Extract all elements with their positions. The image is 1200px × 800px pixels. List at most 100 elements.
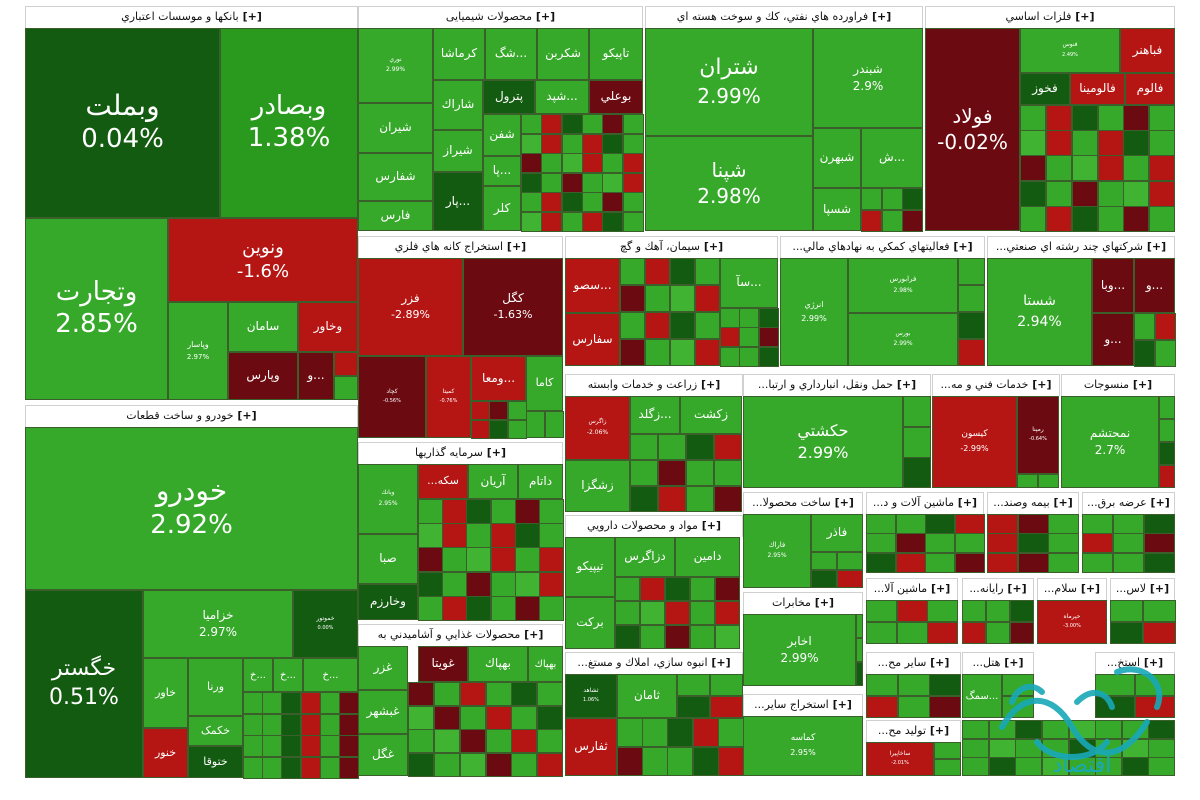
stock-tile[interactable]: پار...: [433, 172, 483, 231]
stock-tile-unlabeled[interactable]: [658, 434, 686, 460]
stock-tile-unlabeled[interactable]: [541, 173, 562, 193]
stock-tile-unlabeled[interactable]: [418, 499, 443, 524]
stock-tile-unlabeled[interactable]: [670, 258, 695, 285]
stock-tile[interactable]: خ...: [273, 658, 303, 692]
stock-tile-unlabeled[interactable]: [334, 376, 358, 400]
stock-tile[interactable]: ثشاهد 1.06%: [565, 674, 617, 718]
stock-tile-unlabeled[interactable]: [690, 577, 715, 601]
stock-tile-unlabeled[interactable]: [739, 308, 759, 328]
stock-tile[interactable]: آريان: [468, 464, 518, 499]
expand-plus-label[interactable]: [+]: [482, 446, 506, 459]
sector-header[interactable]: ...ساخت محصولا [+]: [743, 492, 863, 514]
stock-tile-unlabeled[interactable]: [1144, 533, 1175, 553]
stock-tile[interactable]: و...: [1092, 313, 1134, 366]
stock-tile-unlabeled[interactable]: [929, 674, 961, 696]
expand-plus-label[interactable]: [+]: [1143, 240, 1167, 253]
stock-tile-unlabeled[interactable]: [281, 692, 301, 714]
stock-tile-unlabeled[interactable]: [640, 625, 665, 649]
stock-tile-unlabeled[interactable]: [986, 600, 1010, 622]
stock-tile-unlabeled[interactable]: [987, 553, 1018, 573]
expand-plus-label[interactable]: [+]: [810, 596, 834, 609]
stock-tile-unlabeled[interactable]: [1042, 739, 1069, 758]
stock-tile-unlabeled[interactable]: [562, 212, 583, 232]
stock-tile-unlabeled[interactable]: [442, 596, 467, 621]
stock-tile-unlabeled[interactable]: [1048, 533, 1079, 553]
stock-tile-unlabeled[interactable]: [620, 285, 645, 312]
stock-tile-unlabeled[interactable]: [262, 757, 282, 779]
stock-tile-unlabeled[interactable]: [521, 114, 542, 134]
stock-tile[interactable]: ثامان: [617, 674, 677, 718]
stock-tile-unlabeled[interactable]: [262, 714, 282, 736]
stock-tile-unlabeled[interactable]: [301, 692, 321, 714]
stock-tile-unlabeled[interactable]: [934, 759, 961, 776]
stock-tile-unlabeled[interactable]: [1123, 105, 1149, 131]
sector-header[interactable]: منسوجات [+]: [1061, 374, 1175, 396]
stock-tile-unlabeled[interactable]: [962, 622, 986, 644]
expand-plus-label[interactable]: [+]: [1129, 378, 1153, 391]
stock-tile-unlabeled[interactable]: [623, 114, 644, 134]
stock-tile-unlabeled[interactable]: [630, 460, 658, 486]
expand-plus-label[interactable]: [+]: [1076, 582, 1101, 595]
stock-tile-unlabeled[interactable]: [927, 600, 958, 622]
stock-tile-unlabeled[interactable]: [602, 114, 623, 134]
stock-tile-unlabeled[interactable]: [670, 339, 695, 366]
stock-tile-unlabeled[interactable]: [882, 210, 903, 232]
stock-tile-unlabeled[interactable]: [582, 192, 603, 212]
stock-tile-unlabeled[interactable]: [718, 747, 744, 776]
sector-header[interactable]: استخراج كانه هاي فلزي [+]: [358, 236, 563, 258]
stock-tile-unlabeled[interactable]: [962, 739, 989, 758]
stock-tile[interactable]: شتران 2.99%: [645, 28, 813, 136]
stock-tile-unlabeled[interactable]: [511, 682, 537, 706]
stock-tile-unlabeled[interactable]: [471, 401, 490, 420]
stock-tile-unlabeled[interactable]: [695, 258, 720, 285]
stock-tile[interactable]: شفن: [483, 114, 521, 156]
stock-tile[interactable]: ومعا...: [471, 356, 526, 401]
sector-header[interactable]: بانکها و موسسات اعتباري [+]: [25, 6, 358, 28]
expand-plus-label[interactable]: [+]: [697, 378, 721, 391]
stock-tile-unlabeled[interactable]: [442, 547, 467, 572]
expand-plus-label[interactable]: [+]: [1028, 378, 1052, 391]
stock-tile-unlabeled[interactable]: [1098, 130, 1124, 156]
stock-tile-unlabeled[interactable]: [1046, 206, 1072, 232]
stock-tile-unlabeled[interactable]: [434, 753, 460, 777]
expand-plus-label[interactable]: [+]: [1146, 496, 1170, 509]
stock-tile[interactable]: فرابورس 2.98%: [848, 258, 958, 313]
stock-tile-unlabeled[interactable]: [677, 674, 710, 696]
sector-header[interactable]: ...هتل [+]: [962, 652, 1034, 674]
sector-header[interactable]: ...ساير مح [+]: [866, 652, 961, 674]
stock-tile-unlabeled[interactable]: [896, 533, 926, 553]
stock-tile-unlabeled[interactable]: [837, 552, 863, 570]
stock-tile-unlabeled[interactable]: [418, 523, 443, 548]
stock-tile-unlabeled[interactable]: [955, 533, 985, 553]
stock-tile-unlabeled[interactable]: [1148, 757, 1175, 776]
stock-tile-unlabeled[interactable]: [667, 718, 693, 747]
stock-tile-unlabeled[interactable]: [1072, 130, 1098, 156]
expand-plus-label[interactable]: [+]: [953, 496, 978, 509]
stock-tile-unlabeled[interactable]: [541, 153, 562, 173]
stock-tile-unlabeled[interactable]: [281, 735, 301, 757]
stock-tile-unlabeled[interactable]: [466, 596, 491, 621]
stock-tile-unlabeled[interactable]: [491, 499, 516, 524]
stock-tile-unlabeled[interactable]: [1123, 155, 1149, 181]
stock-tile-unlabeled[interactable]: [1143, 600, 1176, 622]
stock-tile[interactable]: ...سكه: [418, 464, 468, 499]
sector-header[interactable]: محصولات غذايي و آشاميدني به [+]: [358, 624, 563, 646]
stock-tile-unlabeled[interactable]: [339, 735, 359, 757]
sector-header[interactable]: ...رايانه [+]: [962, 578, 1034, 600]
stock-tile-unlabeled[interactable]: [642, 718, 668, 747]
stock-tile-unlabeled[interactable]: [695, 339, 720, 366]
stock-tile-unlabeled[interactable]: [866, 600, 897, 622]
stock-tile-unlabeled[interactable]: [620, 339, 645, 366]
stock-tile[interactable]: كاما: [526, 356, 563, 411]
stock-tile-unlabeled[interactable]: [1018, 514, 1049, 534]
stock-tile[interactable]: پترول: [483, 80, 535, 114]
stock-tile-unlabeled[interactable]: [720, 308, 740, 328]
stock-tile-unlabeled[interactable]: [521, 173, 542, 193]
stock-tile-unlabeled[interactable]: [693, 718, 719, 747]
sector-header[interactable]: ...ماشين آلات و د [+]: [866, 492, 984, 514]
stock-tile-unlabeled[interactable]: [690, 625, 715, 649]
stock-tile-unlabeled[interactable]: [486, 682, 512, 706]
stock-tile-unlabeled[interactable]: [515, 547, 540, 572]
stock-tile-unlabeled[interactable]: [434, 729, 460, 753]
stock-tile[interactable]: شیران: [358, 103, 433, 153]
